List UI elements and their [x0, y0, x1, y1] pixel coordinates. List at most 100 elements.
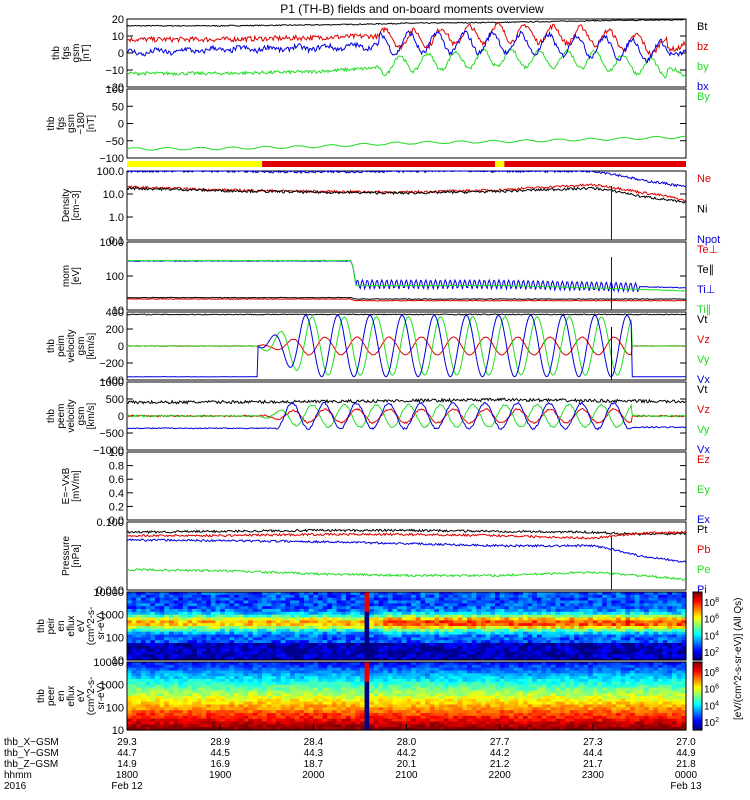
- spectrogram-cell: [136, 724, 142, 728]
- spectrogram-cell: [173, 657, 179, 661]
- spectrogram-cell: [136, 727, 142, 731]
- spectrogram-cell: [369, 684, 375, 689]
- spectrogram-cell: [224, 696, 231, 700]
- spectrogram-cell: [644, 643, 650, 647]
- spectrogram-cell: [658, 637, 664, 641]
- spectrogram-cell: [550, 600, 557, 604]
- spectrogram-cell: [495, 609, 501, 613]
- spectrogram-cell: [215, 715, 221, 720]
- spectrogram-cell: [448, 670, 454, 674]
- spectrogram-cell: [150, 620, 156, 624]
- spectrogram-cell: [131, 637, 137, 641]
- spectrogram-cell: [276, 684, 282, 689]
- spectrogram-cell: [490, 597, 496, 602]
- spectrogram-cell: [583, 651, 589, 655]
- spectrogram-cell: [597, 645, 603, 650]
- y-tick-label: 1000: [100, 610, 124, 622]
- spectrogram-cell: [131, 727, 137, 731]
- spectrogram-cell: [476, 645, 482, 650]
- spectrogram-cell: [532, 617, 538, 621]
- spectrogram-cell: [285, 673, 291, 677]
- spectrogram-cell: [448, 634, 454, 638]
- spectrogram-cell: [415, 667, 422, 672]
- spectrogram-cell: [210, 696, 217, 700]
- spectrogram-cell: [350, 600, 356, 604]
- spectrogram-cell: [499, 643, 505, 647]
- spectrogram-cell: [187, 606, 193, 610]
- spectrogram-cell: [196, 707, 203, 711]
- spectrogram-cell: [136, 611, 142, 616]
- spectrogram-cell: [560, 609, 566, 613]
- spectrogram-cell: [406, 701, 412, 706]
- spectrogram-cell: [546, 606, 552, 610]
- spectrogram-cell: [220, 715, 226, 720]
- spectrogram-cell: [672, 626, 678, 630]
- spectrogram-cell: [588, 628, 594, 633]
- spectrogram-cell: [257, 715, 263, 720]
- spectrogram-cell: [215, 679, 221, 683]
- spectrogram-cell: [327, 657, 333, 661]
- spectrogram-cell: [448, 681, 454, 686]
- spectrogram-cell: [243, 701, 249, 706]
- spectrogram-cell: [317, 718, 324, 723]
- spectrogram-cell: [299, 634, 305, 638]
- spectrogram-cell: [178, 637, 184, 641]
- spectrogram-cell: [564, 609, 571, 613]
- spectrogram-cell: [145, 698, 151, 703]
- spectrogram-cell: [206, 710, 212, 714]
- spectrogram-cell: [154, 620, 161, 624]
- spectrogram-cell: [467, 637, 473, 641]
- spectrogram-cell: [467, 657, 473, 661]
- spectrogram-cell: [387, 690, 394, 694]
- spectrogram-cell: [285, 707, 291, 711]
- spectrogram-cell: [257, 713, 263, 717]
- spectrogram-cell: [401, 648, 408, 653]
- spectrogram-cell: [462, 667, 468, 672]
- spectrogram-cell: [541, 606, 547, 610]
- spectrogram-cell: [439, 603, 445, 607]
- spectrogram-cell: [262, 704, 268, 708]
- spectrogram-cell: [383, 620, 389, 624]
- spectrogram-cell: [294, 600, 300, 604]
- spectrogram-cell: [164, 611, 170, 616]
- spectrogram-cell: [364, 628, 370, 633]
- spectrogram-cell: [322, 701, 328, 706]
- spectrogram-cell: [168, 721, 175, 725]
- spectrogram-cell: [662, 600, 668, 604]
- spectrogram-cell: [462, 710, 468, 714]
- spectrogram-cell: [238, 718, 245, 723]
- spectrogram-cell: [662, 651, 668, 655]
- spectrogram-cell: [131, 611, 137, 616]
- spectrogram-cell: [299, 643, 305, 647]
- spectrogram-cell: [644, 654, 650, 658]
- spectrogram-cell: [471, 623, 477, 627]
- spectrogram-cell: [224, 603, 231, 607]
- spectrogram-cell: [420, 721, 426, 725]
- spectrogram-cell: [173, 662, 179, 666]
- spectrogram-cell: [201, 704, 207, 708]
- spectrogram-cell: [485, 617, 491, 621]
- spectrogram-cell: [462, 600, 468, 604]
- spectrogram-cell: [206, 640, 212, 644]
- spectrogram-cell: [127, 611, 133, 616]
- spectrogram-cell: [210, 643, 217, 647]
- spectrogram-cell: [364, 648, 370, 653]
- spectrogram-cell: [224, 721, 231, 725]
- spectrogram-cell: [136, 606, 142, 610]
- spectrogram-cell: [457, 701, 463, 706]
- spectrogram-cell: [220, 684, 226, 689]
- spectrogram-cell: [187, 603, 193, 607]
- spectrogram-cell: [536, 645, 543, 650]
- spectrogram-cell: [564, 651, 571, 655]
- spectrogram-cell: [215, 634, 221, 638]
- spectrogram-cell: [490, 609, 496, 613]
- spectrogram-cell: [490, 628, 496, 633]
- spectrogram-cell: [313, 673, 319, 677]
- spectrogram-cell: [196, 727, 203, 731]
- spectrogram-cell: [243, 626, 249, 630]
- spectrogram-cell: [453, 690, 459, 694]
- spectrogram-cell: [499, 637, 505, 641]
- spectrogram-cell: [602, 626, 608, 630]
- spectrogram-cell: [481, 698, 487, 703]
- spectrogram-cell: [252, 626, 259, 630]
